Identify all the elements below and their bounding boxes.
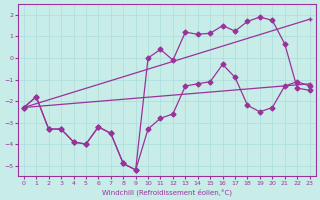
X-axis label: Windchill (Refroidissement éolien,°C): Windchill (Refroidissement éolien,°C) [102, 188, 232, 196]
